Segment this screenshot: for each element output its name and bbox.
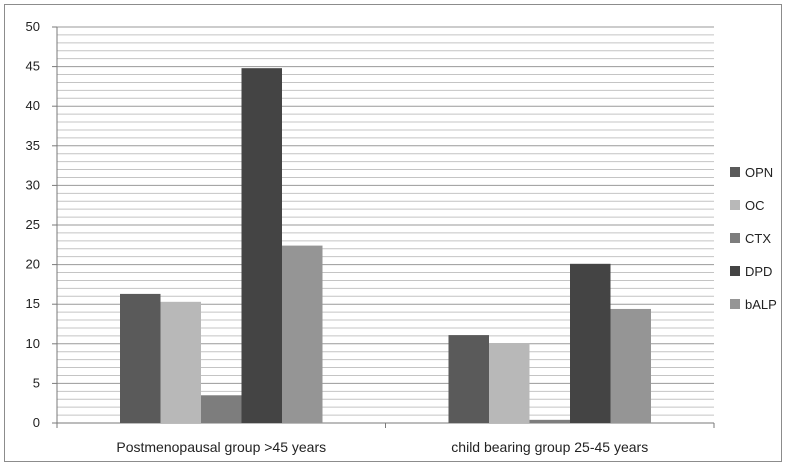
legend-label-opn: OPN xyxy=(745,165,773,180)
x-category-label: child bearing group 25-45 years xyxy=(451,439,648,455)
bar-ctx-2 xyxy=(529,419,570,423)
y-tick-label: 25 xyxy=(26,217,40,232)
y-tick-label: 45 xyxy=(26,59,40,74)
y-tick-label: 10 xyxy=(26,336,40,351)
legend-label-oc: OC xyxy=(745,198,765,213)
legend-swatch-opn xyxy=(730,167,740,177)
legend-label-dpd: DPD xyxy=(745,264,772,279)
bars xyxy=(120,68,651,424)
bar-balp-1 xyxy=(282,245,323,423)
bar-opn-1 xyxy=(120,293,161,423)
bar-oc-1 xyxy=(160,301,201,423)
y-tick-label: 50 xyxy=(26,19,40,34)
legend-swatch-oc xyxy=(730,200,740,210)
bar-ctx-1 xyxy=(201,395,242,423)
y-tick-label: 40 xyxy=(26,98,40,113)
bar-dpd-1 xyxy=(241,68,282,424)
y-tick-label: 5 xyxy=(33,375,40,390)
bar-oc-2 xyxy=(489,343,530,423)
y-tick-label: 20 xyxy=(26,257,40,272)
y-tick-label: 0 xyxy=(33,415,40,430)
bar-opn-2 xyxy=(448,335,489,423)
x-category-label: Postmenopausal group >45 years xyxy=(116,439,326,455)
legend-swatch-balp xyxy=(730,299,740,309)
y-tick-labels: 0 5 10 15 20 25 30 35 40 45 50 xyxy=(26,19,40,430)
legend-swatch-dpd xyxy=(730,266,740,276)
y-tick-label: 30 xyxy=(26,177,40,192)
y-tick-label: 35 xyxy=(26,138,40,153)
bar-dpd-2 xyxy=(570,263,611,423)
bar-balp-2 xyxy=(610,308,651,423)
legend-label-ctx: CTX xyxy=(745,231,771,246)
y-tick-label: 15 xyxy=(26,296,40,311)
legend: OPN OC CTX DPD bALP xyxy=(730,165,777,312)
category-labels: Postmenopausal group >45 years child bear… xyxy=(116,439,648,455)
legend-swatch-ctx xyxy=(730,233,740,243)
legend-label-balp: bALP xyxy=(745,297,777,312)
